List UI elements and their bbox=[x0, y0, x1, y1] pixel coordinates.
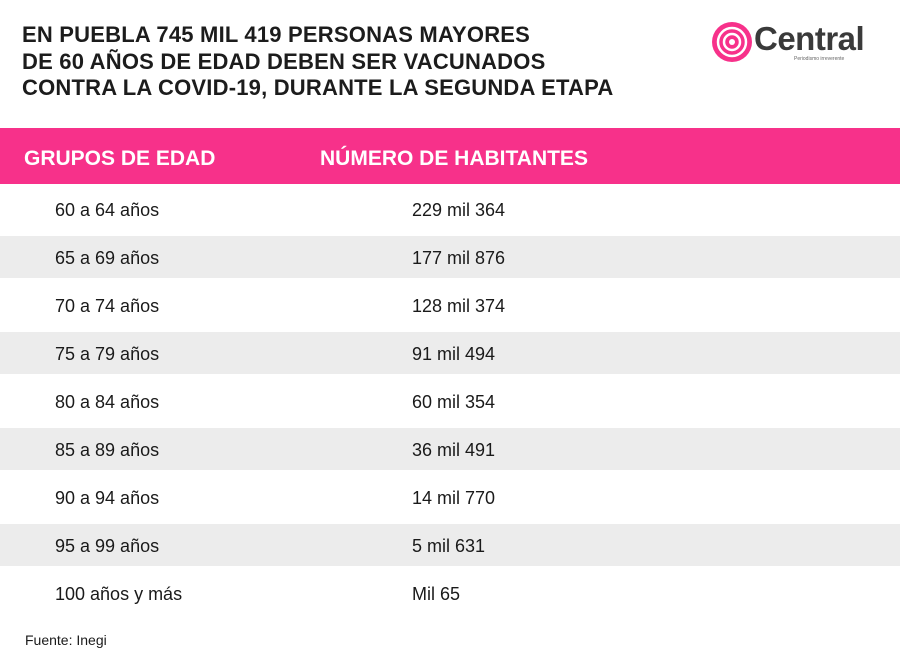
table-header: GRUPOS DE EDAD NÚMERO DE HABITANTES bbox=[0, 128, 900, 184]
table-row: 70 a 74 años 128 mil 374 bbox=[0, 282, 900, 330]
title-line: DE 60 AÑOS DE EDAD DEBEN SER VACUNADOS bbox=[22, 48, 546, 74]
table-cell: 75 a 79 años bbox=[55, 344, 160, 364]
table-cell: 90 a 94 años bbox=[55, 488, 160, 508]
title-line: CONTRA LA COVID-19, DURANTE LA SEGUNDA E… bbox=[22, 75, 614, 100]
table-body: 60 a 64 años 229 mil 364 65 a 69 años 177 m… bbox=[0, 186, 900, 618]
table-cell: 5 mil 631 bbox=[412, 536, 486, 556]
title: EN PUEBLA 745 MIL 419 PERSONAS MAYORES DE… bbox=[22, 22, 613, 102]
table-cell: 65 a 69 años bbox=[55, 248, 160, 268]
table-cell: 14 mil 770 bbox=[412, 488, 496, 508]
logo-name: Central bbox=[754, 20, 865, 57]
table-cell: 128 mil 374 bbox=[412, 296, 506, 316]
table-row: 75 a 79 años 91 mil 494 bbox=[0, 330, 900, 378]
table-cell: 36 mil 491 bbox=[412, 440, 496, 460]
table-cell: Mil 65 bbox=[412, 584, 461, 604]
table-cell: 85 a 89 años bbox=[55, 440, 160, 460]
table-row: 95 a 99 años 5 mil 631 bbox=[0, 522, 900, 570]
table-row: 65 a 69 años 177 mil 876 bbox=[0, 234, 900, 282]
column-header: NÚMERO DE HABITANTES bbox=[320, 147, 588, 170]
table-cell: 91 mil 494 bbox=[412, 344, 496, 364]
table-cell: 229 mil 364 bbox=[412, 200, 506, 220]
logo-tagline: Periodismo irreverente bbox=[794, 56, 845, 62]
logo: Central Periodismo irreverente bbox=[710, 18, 890, 68]
table-cell: 60 mil 354 bbox=[412, 392, 496, 412]
table-row: 100 años y más Mil 65 bbox=[0, 570, 900, 618]
table-cell: 70 a 74 años bbox=[55, 296, 160, 316]
source: Fuente: Inegi bbox=[25, 632, 107, 648]
table-row: 90 a 94 años 14 mil 770 bbox=[0, 474, 900, 522]
table-cell: 95 a 99 años bbox=[55, 536, 160, 556]
table-row: 80 a 84 años 60 mil 354 bbox=[0, 378, 900, 426]
table-cell: 60 a 64 años bbox=[55, 200, 160, 220]
table-cell: 100 años y más bbox=[55, 584, 183, 604]
table-cell: 80 a 84 años bbox=[55, 392, 160, 412]
table-row: 60 a 64 años 229 mil 364 bbox=[0, 186, 900, 234]
column-header: GRUPOS DE EDAD bbox=[24, 147, 216, 170]
table-cell: 177 mil 876 bbox=[412, 248, 506, 268]
title-line: EN PUEBLA 745 MIL 419 PERSONAS MAYORES bbox=[22, 22, 531, 47]
logo-icon bbox=[712, 22, 752, 62]
table-row: 85 a 89 años 36 mil 491 bbox=[0, 426, 900, 474]
